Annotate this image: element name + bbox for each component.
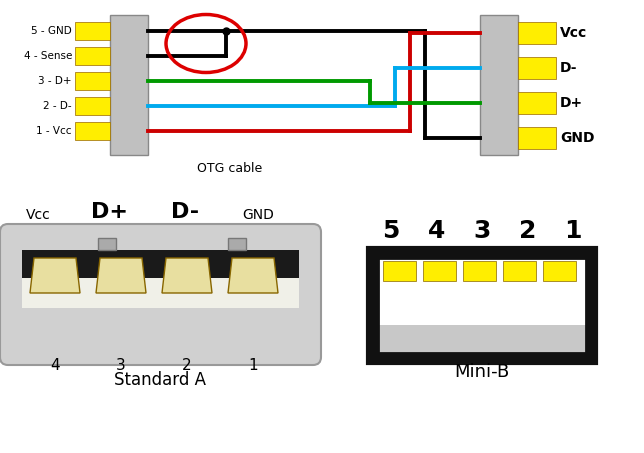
Bar	[22, 278, 299, 308]
Polygon shape	[30, 258, 80, 293]
Text: 3: 3	[473, 219, 491, 243]
Text: GND: GND	[242, 208, 274, 222]
Text: 5 - GND: 5 - GND	[32, 26, 72, 36]
Text: D-: D-	[560, 61, 578, 75]
Text: GND: GND	[560, 131, 594, 145]
Polygon shape	[96, 258, 146, 293]
Bar	[368, 248, 596, 363]
Text: 4 - Sense: 4 - Sense	[24, 51, 72, 61]
Text: OTG cable: OTG cable	[197, 162, 263, 175]
FancyBboxPatch shape	[0, 224, 321, 365]
Bar	[543, 261, 576, 281]
Text: 2 - D-: 2 - D-	[43, 101, 72, 111]
Bar	[518, 92, 556, 114]
Polygon shape	[162, 258, 212, 293]
Text: 1: 1	[248, 358, 258, 373]
Bar	[75, 22, 110, 40]
Text: 4: 4	[428, 219, 445, 243]
Text: 2: 2	[182, 358, 192, 373]
Bar	[228, 238, 246, 250]
Bar	[378, 258, 586, 353]
Text: 5: 5	[382, 219, 399, 243]
Text: 1: 1	[564, 219, 582, 243]
Text: 4: 4	[50, 358, 60, 373]
Text: 3 - D+: 3 - D+	[39, 76, 72, 86]
Bar	[75, 97, 110, 115]
Text: 3: 3	[116, 358, 126, 373]
Text: 1 - Vcc: 1 - Vcc	[37, 126, 72, 136]
Bar	[378, 258, 586, 353]
Text: Vcc: Vcc	[26, 208, 50, 222]
Text: D-: D-	[171, 202, 199, 222]
Bar	[423, 261, 456, 281]
Text: D+: D+	[91, 202, 129, 222]
Bar	[75, 122, 110, 140]
Bar	[75, 47, 110, 65]
Bar	[480, 15, 518, 155]
Bar	[383, 261, 416, 281]
Bar	[75, 72, 110, 90]
Text: Mini-B: Mini-B	[455, 363, 509, 381]
Bar	[98, 238, 116, 250]
Bar	[518, 57, 556, 79]
Bar	[503, 261, 536, 281]
Bar	[518, 22, 556, 44]
Text: 2: 2	[519, 219, 536, 243]
Bar	[518, 127, 556, 149]
Bar	[463, 261, 496, 281]
Bar	[22, 250, 299, 308]
Text: Standard A: Standard A	[115, 371, 207, 389]
Bar	[378, 258, 586, 325]
Text: D+: D+	[560, 96, 583, 110]
Bar	[110, 15, 148, 155]
Text: Vcc: Vcc	[560, 26, 587, 40]
Polygon shape	[228, 258, 278, 293]
